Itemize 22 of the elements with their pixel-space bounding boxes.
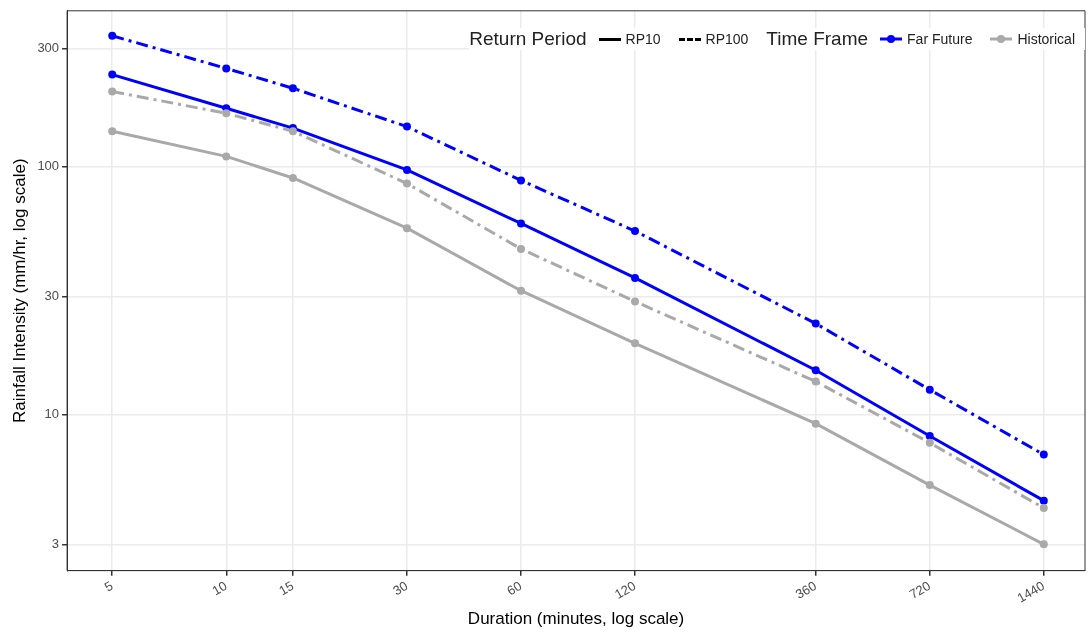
y-tick-label: 3 bbox=[51, 535, 60, 551]
legend-label: Far Future bbox=[907, 31, 973, 47]
y-tick-label: 100 bbox=[37, 158, 60, 174]
y-tick-label: 10 bbox=[44, 406, 60, 422]
x-tick-label: 10 bbox=[209, 578, 230, 599]
y-tick-label: 30 bbox=[44, 287, 60, 303]
y-axis-title: Rainfall Intensity (mm/hr, log scale) bbox=[9, 158, 29, 423]
x-tick-label: 120 bbox=[612, 578, 639, 602]
x-axis-title: Duration (minutes, log scale) bbox=[467, 609, 685, 629]
x-tick-label: 360 bbox=[792, 578, 820, 602]
y-tick-label: 300 bbox=[37, 39, 60, 55]
x-tick-label: 1440 bbox=[1014, 578, 1048, 606]
x-tick-label: 30 bbox=[390, 578, 411, 599]
annotation: Return Period bbox=[469, 28, 587, 50]
x-tick-label: 5 bbox=[101, 578, 116, 595]
x-tick-label: 60 bbox=[504, 578, 525, 599]
x-tick-label: 15 bbox=[276, 578, 297, 599]
annotation: RP10 bbox=[625, 31, 661, 47]
legend-title: Time Frame bbox=[766, 28, 869, 50]
annotation: RP100 bbox=[705, 31, 749, 47]
x-tick-label: 720 bbox=[906, 578, 934, 602]
legend-label: Historical bbox=[1017, 31, 1075, 47]
